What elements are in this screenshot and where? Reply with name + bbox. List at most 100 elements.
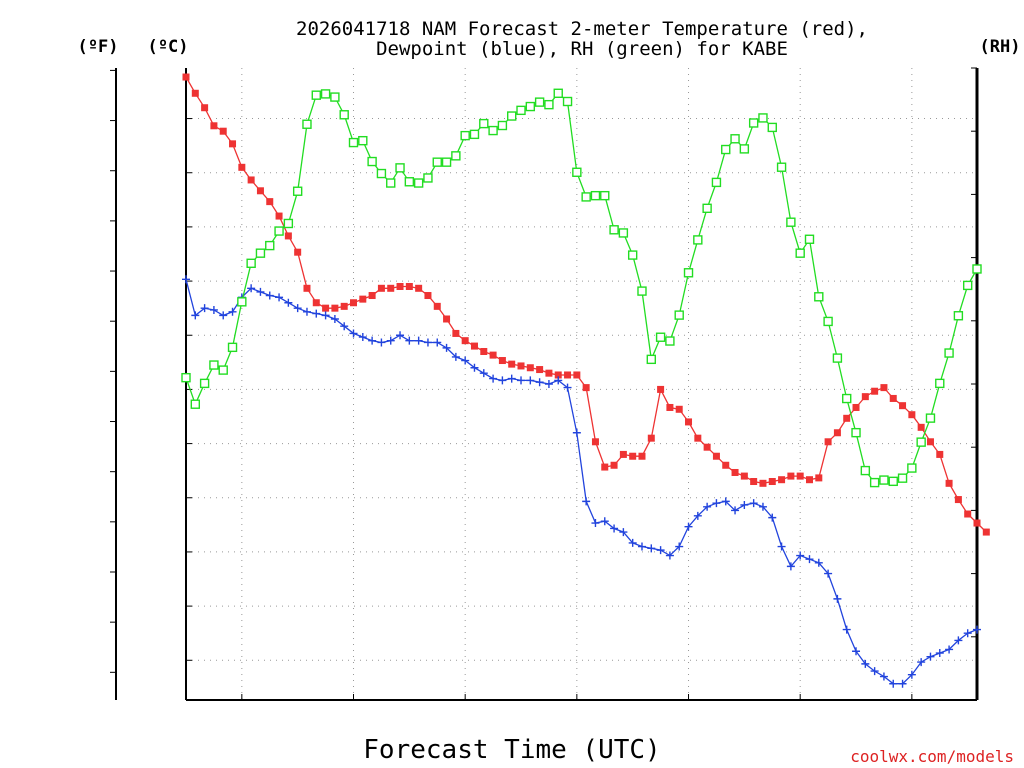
rh-point <box>748 118 759 128</box>
dewpoint-point <box>740 500 749 509</box>
dewpoint-point <box>731 506 740 515</box>
dewpoint-point <box>293 304 302 313</box>
temperature-point <box>833 429 841 437</box>
temperature-point <box>415 284 423 292</box>
dewpoint-point <box>684 522 693 531</box>
rh-point <box>395 163 405 173</box>
dewpoint-point <box>228 307 237 316</box>
rh-point <box>246 258 256 268</box>
rh-point <box>544 99 554 110</box>
temperature-point <box>350 299 358 307</box>
rh-unit-label: (RH) <box>980 37 1021 57</box>
temperature-point <box>694 434 702 442</box>
rh-point <box>869 477 880 488</box>
rh-point <box>907 463 917 473</box>
temperature-point <box>275 212 283 220</box>
temperature-point <box>322 304 330 312</box>
dewpoint-point <box>479 369 488 378</box>
rh-point <box>507 111 517 121</box>
rh-point <box>553 88 563 98</box>
rh-point <box>897 473 908 483</box>
temperature-point <box>238 163 246 171</box>
rh-point <box>674 310 684 320</box>
dewpoint-point <box>591 519 600 528</box>
dewpoint-point <box>628 538 637 547</box>
dewpoint-point <box>786 562 795 571</box>
temperature-point <box>638 452 646 460</box>
temperature-point <box>861 393 869 401</box>
rh-point <box>199 378 210 389</box>
axes <box>110 67 979 701</box>
rh-point <box>851 427 861 438</box>
dewpoint-point <box>498 376 507 385</box>
dewpoint-point <box>563 383 572 392</box>
temperature-point <box>740 472 748 480</box>
dewpoint-point <box>368 336 377 345</box>
temperature-point <box>266 198 274 206</box>
dewpoint-point <box>945 645 954 654</box>
rh-point <box>209 360 219 370</box>
rh-point <box>655 332 666 342</box>
dewpoint-point <box>861 659 870 668</box>
temperature-point <box>219 127 227 135</box>
dewpoint-point <box>386 336 395 345</box>
rh-point <box>413 178 424 188</box>
temperature-point <box>461 337 469 345</box>
dewpoint-point <box>721 497 730 506</box>
dewpoint-point <box>284 298 293 307</box>
temperature-point <box>657 385 665 393</box>
temperature-point <box>201 104 209 112</box>
rh-point <box>627 250 638 260</box>
dewpoint-point <box>302 307 311 316</box>
dewpoint-point <box>191 311 200 320</box>
temperature-point <box>545 369 553 377</box>
dewpoint-point <box>917 658 926 667</box>
rh-point <box>432 157 442 167</box>
rh-point <box>767 122 777 133</box>
rh-point <box>637 286 647 296</box>
rh-point <box>739 144 750 154</box>
rh-point <box>683 268 694 278</box>
temperature-point <box>982 528 990 536</box>
temperature-point <box>191 89 199 97</box>
dewpoint-point <box>665 551 674 560</box>
temperature-point <box>498 357 506 365</box>
rh-point <box>386 178 396 188</box>
fahrenheit-unit-label: (ºF) <box>78 37 119 57</box>
temperature-point <box>359 295 367 303</box>
series-line <box>185 279 978 685</box>
credit-text[interactable]: coolwx.com/models <box>850 747 1014 766</box>
rh-point <box>776 162 787 172</box>
rh-point <box>218 365 228 375</box>
temperature-point <box>712 452 720 460</box>
rh-point <box>451 151 461 161</box>
temperature-point <box>452 329 460 337</box>
dewpoint-point <box>265 291 274 300</box>
rh-point <box>423 173 433 183</box>
temperature-point <box>926 438 934 446</box>
temperature-point <box>917 423 925 431</box>
temperature-point <box>582 384 590 392</box>
dewpoint-point <box>219 311 228 320</box>
rh-point <box>814 292 824 302</box>
rh-point <box>469 129 480 140</box>
chart-title-line-2: Dewpoint (blue), RH (green) for KABE <box>376 38 788 60</box>
rh-point <box>311 90 321 100</box>
rh-point <box>525 101 536 112</box>
dewpoint-point <box>507 374 516 383</box>
celsius-unit-label: (ºC) <box>148 37 189 57</box>
dewpoint-point <box>805 555 814 564</box>
rh-point <box>618 228 629 238</box>
rh-point <box>181 372 191 383</box>
rh-point <box>925 413 936 423</box>
temperature-point <box>284 232 292 240</box>
rh-point <box>842 393 852 404</box>
temperature-point <box>843 414 851 422</box>
chart-title-line-1: 2026041718 NAM Forecast 2-meter Temperat… <box>296 18 868 40</box>
dewpoint-point <box>470 363 479 372</box>
dewpoint-point <box>637 542 646 551</box>
temperature-point <box>964 510 972 518</box>
rh-point <box>879 475 889 485</box>
temperature-point <box>591 438 599 446</box>
temperature-point <box>210 122 218 130</box>
